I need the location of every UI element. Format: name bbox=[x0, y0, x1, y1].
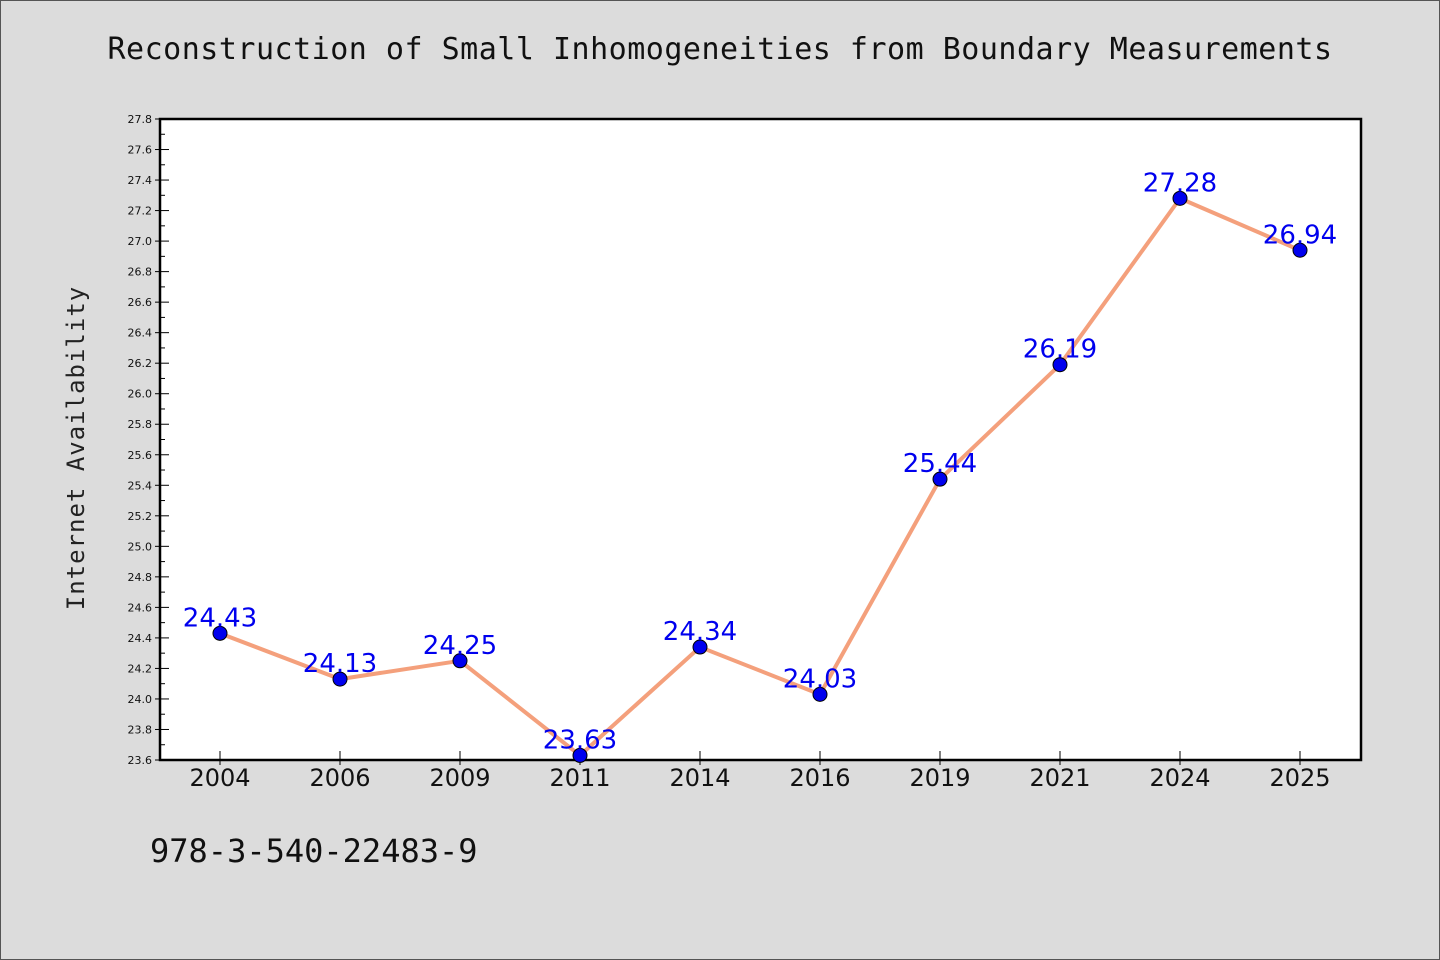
y-tick-label: 27.0 bbox=[128, 235, 153, 248]
x-tick-label: 2004 bbox=[189, 764, 250, 792]
y-tick-label: 24.6 bbox=[128, 601, 153, 614]
data-label: 24.13 bbox=[303, 649, 377, 679]
data-label: 24.34 bbox=[663, 617, 737, 647]
data-label: 24.25 bbox=[423, 631, 497, 661]
data-label: 25.44 bbox=[903, 449, 977, 479]
data-point bbox=[1172, 190, 1188, 206]
y-tick-label: 25.4 bbox=[128, 479, 153, 492]
y-tick-label: 24.0 bbox=[128, 693, 153, 706]
x-tick-label: 2006 bbox=[309, 764, 370, 792]
footer-isbn: 978-3-540-22483-9 bbox=[150, 832, 478, 870]
y-tick-label: 26.6 bbox=[128, 296, 153, 309]
x-tick-label: 2024 bbox=[1149, 764, 1210, 792]
y-tick-label: 25.0 bbox=[128, 540, 153, 553]
data-label: 26.94 bbox=[1263, 220, 1337, 250]
y-tick-label: 26.4 bbox=[128, 327, 153, 340]
data-point bbox=[692, 639, 708, 655]
y-tick-label: 24.2 bbox=[128, 662, 153, 675]
data-point bbox=[212, 625, 228, 641]
x-tick-label: 2021 bbox=[1029, 764, 1090, 792]
x-tick-label: 2019 bbox=[909, 764, 970, 792]
x-tick-label: 2025 bbox=[1269, 764, 1330, 792]
x-tick-label: 2016 bbox=[789, 764, 850, 792]
chart-title: Reconstruction of Small Inhomogeneities … bbox=[107, 32, 1333, 67]
data-label: 24.03 bbox=[783, 664, 857, 694]
x-tick-label: 2014 bbox=[669, 764, 730, 792]
y-tick-label: 25.6 bbox=[128, 449, 153, 462]
data-point bbox=[572, 747, 588, 763]
y-tick-label: 23.6 bbox=[128, 754, 153, 767]
y-tick-label: 27.2 bbox=[128, 205, 153, 218]
y-tick-label: 24.8 bbox=[128, 571, 153, 584]
y-tick-label: 26.2 bbox=[128, 357, 153, 370]
data-label: 23.63 bbox=[543, 725, 617, 755]
y-tick-label: 23.8 bbox=[128, 723, 153, 736]
data-point bbox=[932, 471, 948, 487]
data-point bbox=[452, 653, 468, 669]
y-tick-label: 26.8 bbox=[128, 266, 153, 279]
y-tick-label: 25.2 bbox=[128, 510, 153, 523]
y-tick-label: 24.4 bbox=[128, 632, 153, 645]
data-label: 24.43 bbox=[183, 603, 257, 633]
data-label: 27.28 bbox=[1143, 168, 1217, 198]
data-point bbox=[332, 671, 348, 687]
data-point bbox=[1292, 242, 1308, 258]
data-point bbox=[812, 686, 828, 702]
y-tick-label: 27.8 bbox=[128, 113, 153, 126]
y-tick-label: 27.4 bbox=[128, 174, 153, 187]
y-tick-label: 25.8 bbox=[128, 418, 153, 431]
data-point bbox=[1052, 357, 1068, 373]
y-tick-label: 26.0 bbox=[128, 388, 153, 401]
x-tick-label: 2009 bbox=[429, 764, 490, 792]
y-tick-label: 27.6 bbox=[128, 144, 153, 157]
series-line bbox=[218, 196, 1302, 758]
data-label: 26.19 bbox=[1023, 335, 1097, 365]
x-tick-label: 2011 bbox=[549, 764, 610, 792]
